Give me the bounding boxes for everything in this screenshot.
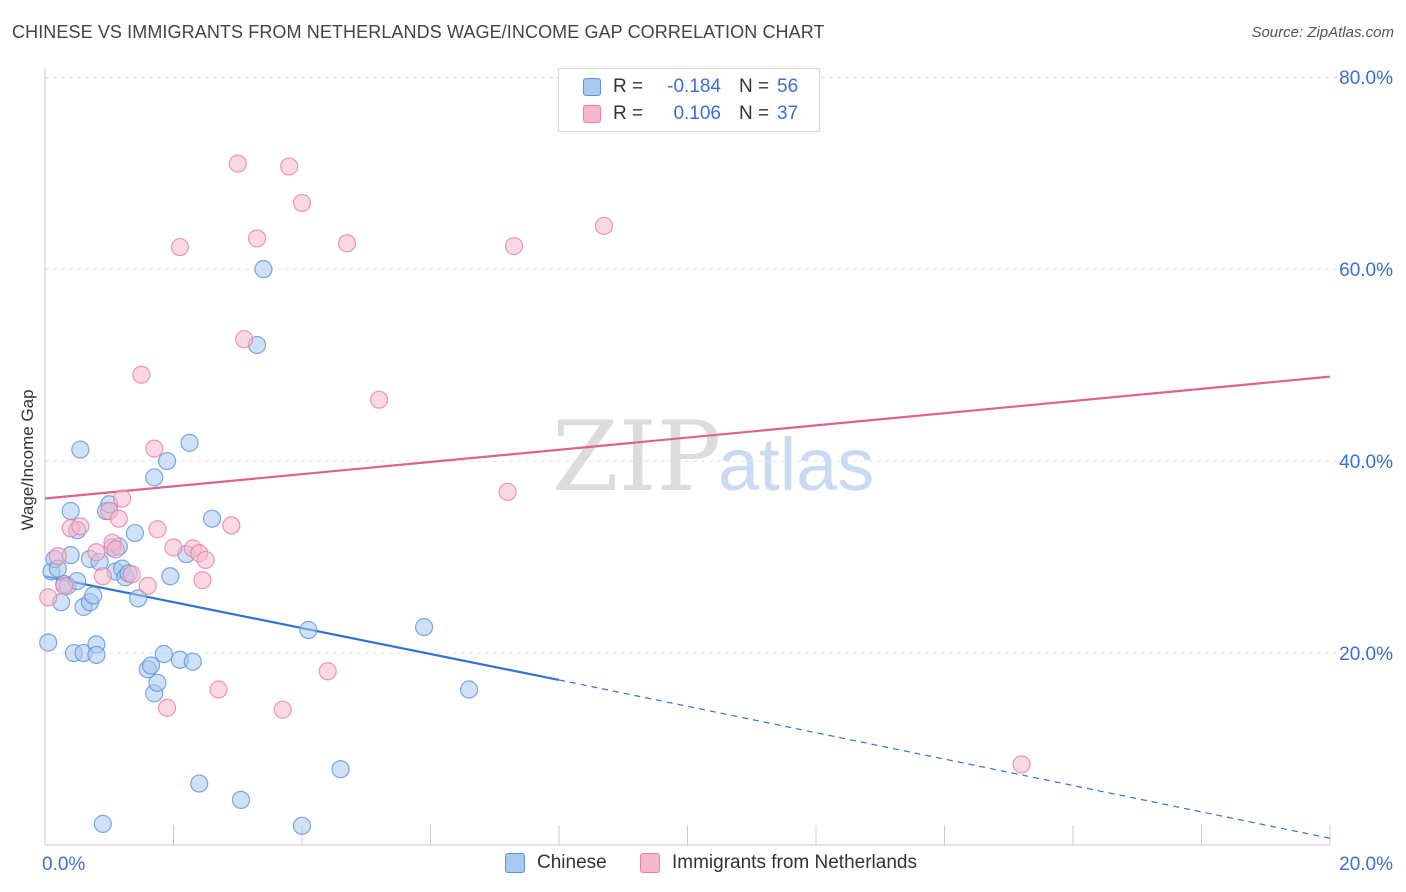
series-legend: Chinese Immigrants from Netherlands [0, 852, 1406, 878]
point-chinese [87, 645, 106, 665]
point-netherlands [106, 540, 125, 559]
legend-n-value: 37 [777, 103, 799, 124]
point-netherlands [93, 567, 112, 586]
legend-swatch-chinese [583, 78, 601, 96]
point-chinese [93, 814, 112, 833]
point-netherlands [193, 571, 212, 590]
grid-lines [45, 76, 1392, 654]
point-chinese [414, 618, 434, 637]
y-tick-label: 60.0% [1339, 260, 1393, 281]
legend-row-chinese: R = -0.184 N = 56 [559, 73, 798, 101]
series-name-netherlands: Immigrants from Netherlands [672, 852, 917, 873]
point-netherlands [594, 216, 614, 236]
point-netherlands [370, 390, 389, 409]
point-chinese [161, 567, 180, 586]
point-netherlands [170, 237, 190, 257]
trend-extension-chinese [558, 679, 1331, 839]
legend-swatch-netherlands [583, 105, 601, 123]
point-netherlands [1012, 755, 1031, 774]
legend-r-value: -0.184 [667, 76, 721, 97]
point-netherlands [39, 588, 58, 607]
point-netherlands [504, 237, 524, 256]
point-chinese [61, 501, 80, 521]
x-tick-label: 20.0% [1339, 854, 1393, 875]
source-credit: Source: ZipAtlas.com [1251, 24, 1394, 41]
point-chinese [148, 673, 167, 692]
point-chinese [71, 440, 90, 459]
point-chinese [231, 790, 251, 809]
legend-n-label: N = [739, 76, 770, 97]
watermark: ZIP atlas [552, 401, 874, 513]
series-swatch-netherlands [640, 853, 660, 873]
point-netherlands [87, 543, 106, 562]
point-netherlands [112, 489, 132, 508]
point-netherlands [318, 662, 337, 681]
point-netherlands [109, 509, 128, 528]
point-chinese [39, 633, 58, 652]
point-netherlands [145, 439, 164, 458]
y-axis-label: Wage/Income Gap [18, 389, 37, 531]
point-netherlands [337, 234, 357, 253]
watermark-zip: ZIP [552, 401, 721, 513]
point-chinese [331, 760, 350, 779]
series-swatch-chinese [505, 853, 525, 873]
watermark-atlas: atlas [718, 423, 874, 506]
point-chinese [190, 774, 209, 793]
chart-title: CHINESE VS IMMIGRANTS FROM NETHERLANDS W… [12, 22, 825, 42]
point-netherlands [228, 154, 247, 173]
legend-r-value: 0.106 [673, 103, 721, 124]
legend-row-netherlands: R = 0.106 N = 37 [559, 100, 798, 128]
point-chinese [180, 433, 199, 452]
point-netherlands [292, 193, 312, 213]
point-chinese [254, 260, 273, 279]
point-netherlands [273, 700, 292, 719]
point-netherlands [280, 157, 299, 176]
point-netherlands [235, 330, 254, 349]
x-tick-label: 0.0% [42, 854, 85, 875]
legend-r-label: R = [613, 76, 644, 97]
point-netherlands [157, 698, 177, 717]
data-points [39, 154, 1031, 835]
point-chinese [299, 620, 318, 640]
point-chinese [141, 656, 161, 675]
series-legend-chinese[interactable]: Chinese [505, 852, 607, 874]
legend-n-value: 56 [777, 76, 799, 97]
point-netherlands [48, 547, 67, 566]
point-chinese [84, 586, 103, 605]
point-netherlands [209, 680, 228, 699]
y-tick-label: 20.0% [1339, 644, 1393, 665]
point-chinese [459, 680, 479, 699]
stats-legend: R = -0.184 N = 56 R = 0.106 N = 37 [558, 68, 820, 132]
point-netherlands [55, 576, 74, 595]
y-tick-label: 80.0% [1339, 68, 1393, 89]
trend-line-netherlands [44, 375, 1331, 500]
y-tick-label: 40.0% [1339, 452, 1393, 473]
point-netherlands [122, 565, 141, 584]
point-netherlands [196, 550, 215, 570]
point-netherlands [148, 520, 167, 539]
point-chinese [145, 468, 164, 487]
tick-labels: 20.0% 40.0% 60.0% 80.0% 0.0% 20.0% [42, 68, 1393, 875]
legend-n-label: N = [739, 103, 770, 124]
point-netherlands [247, 229, 267, 248]
point-netherlands [71, 517, 90, 536]
point-chinese [154, 644, 173, 664]
point-chinese [157, 451, 177, 471]
point-netherlands [132, 365, 151, 384]
point-netherlands [164, 538, 183, 557]
point-netherlands [138, 576, 157, 595]
point-chinese [129, 589, 148, 608]
series-name-chinese: Chinese [537, 852, 607, 873]
point-netherlands [222, 516, 241, 535]
point-chinese [292, 816, 312, 835]
point-chinese [183, 652, 202, 671]
point-chinese [202, 509, 222, 528]
point-chinese [125, 523, 145, 543]
series-legend-netherlands[interactable]: Immigrants from Netherlands [640, 852, 917, 874]
point-netherlands [498, 482, 517, 501]
legend-r-label: R = [613, 103, 644, 124]
